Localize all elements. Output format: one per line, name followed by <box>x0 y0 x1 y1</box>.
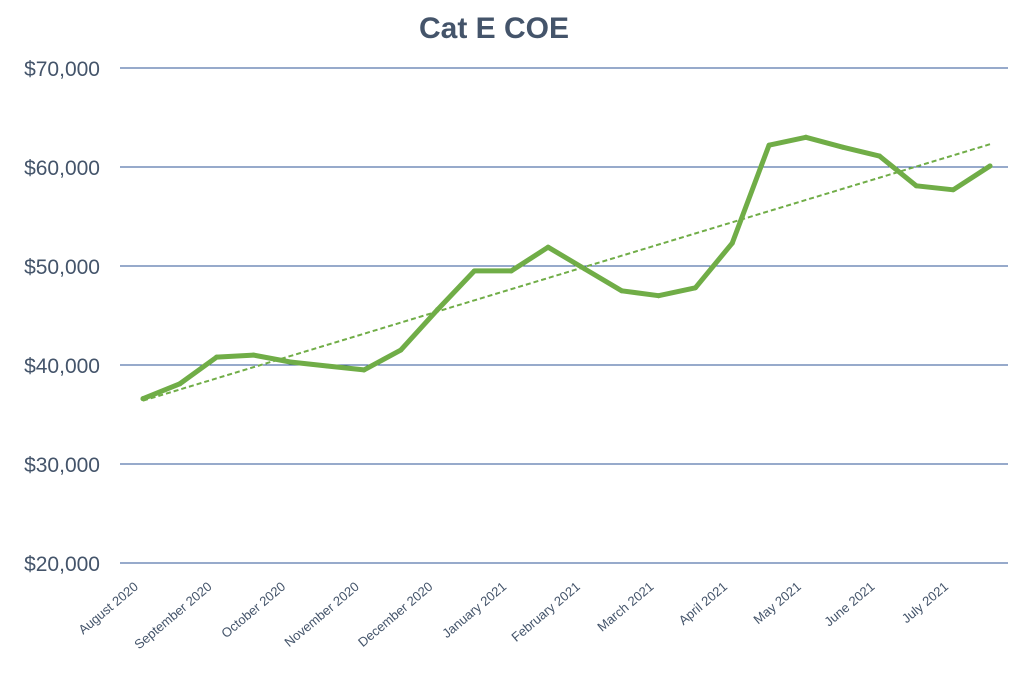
trendline-group <box>142 143 991 402</box>
data-point <box>692 285 698 291</box>
y-tick-label: $60,000 <box>24 157 100 180</box>
x-tick-label: August 2020 <box>75 579 141 637</box>
data-point <box>140 396 146 402</box>
data-point <box>803 134 809 140</box>
data-point <box>729 240 735 246</box>
data-point <box>840 144 846 150</box>
x-tick-label: February 2021 <box>508 579 582 645</box>
x-tick-label: July 2021 <box>899 579 951 626</box>
y-axis-ticks: $20,000 $30,000 $40,000 $50,000 $60,000 $70,0… <box>24 58 100 576</box>
y-tick-label: $40,000 <box>24 355 100 378</box>
data-point <box>324 363 330 369</box>
data-point <box>656 293 662 299</box>
data-point <box>877 153 883 159</box>
x-tick-label: November 2020 <box>281 579 362 650</box>
data-point <box>987 163 993 169</box>
x-tick-label: March 2021 <box>594 579 656 635</box>
data-point <box>508 268 514 274</box>
data-point <box>582 266 588 272</box>
x-tick-label: September 2020 <box>131 579 214 652</box>
data-point <box>398 347 404 353</box>
x-tick-label: December 2020 <box>355 579 436 650</box>
x-tick-label: October 2020 <box>218 579 288 641</box>
data-point <box>250 352 256 358</box>
data-point <box>913 183 919 189</box>
series-line <box>140 134 993 402</box>
gridlines <box>120 67 1008 564</box>
trendline <box>142 143 991 402</box>
data-point <box>950 187 956 193</box>
data-point <box>471 268 477 274</box>
data-point <box>545 244 551 250</box>
data-point <box>619 288 625 294</box>
data-point <box>361 367 367 373</box>
x-tick-label: January 2021 <box>439 579 509 641</box>
y-tick-label: $20,000 <box>24 553 100 576</box>
data-point <box>287 359 293 365</box>
data-point <box>214 354 220 360</box>
data-point <box>766 142 772 148</box>
data-point <box>177 381 183 387</box>
chart-title: Cat E COE <box>419 12 569 45</box>
x-tick-label: May 2021 <box>750 579 803 627</box>
series-group <box>140 134 993 402</box>
x-tick-label: June 2021 <box>821 579 877 630</box>
x-tick-label: April 2021 <box>676 579 730 628</box>
y-tick-label: $30,000 <box>24 454 100 477</box>
y-tick-label: $50,000 <box>24 256 100 279</box>
y-tick-label: $70,000 <box>24 58 100 81</box>
data-point <box>435 307 441 313</box>
